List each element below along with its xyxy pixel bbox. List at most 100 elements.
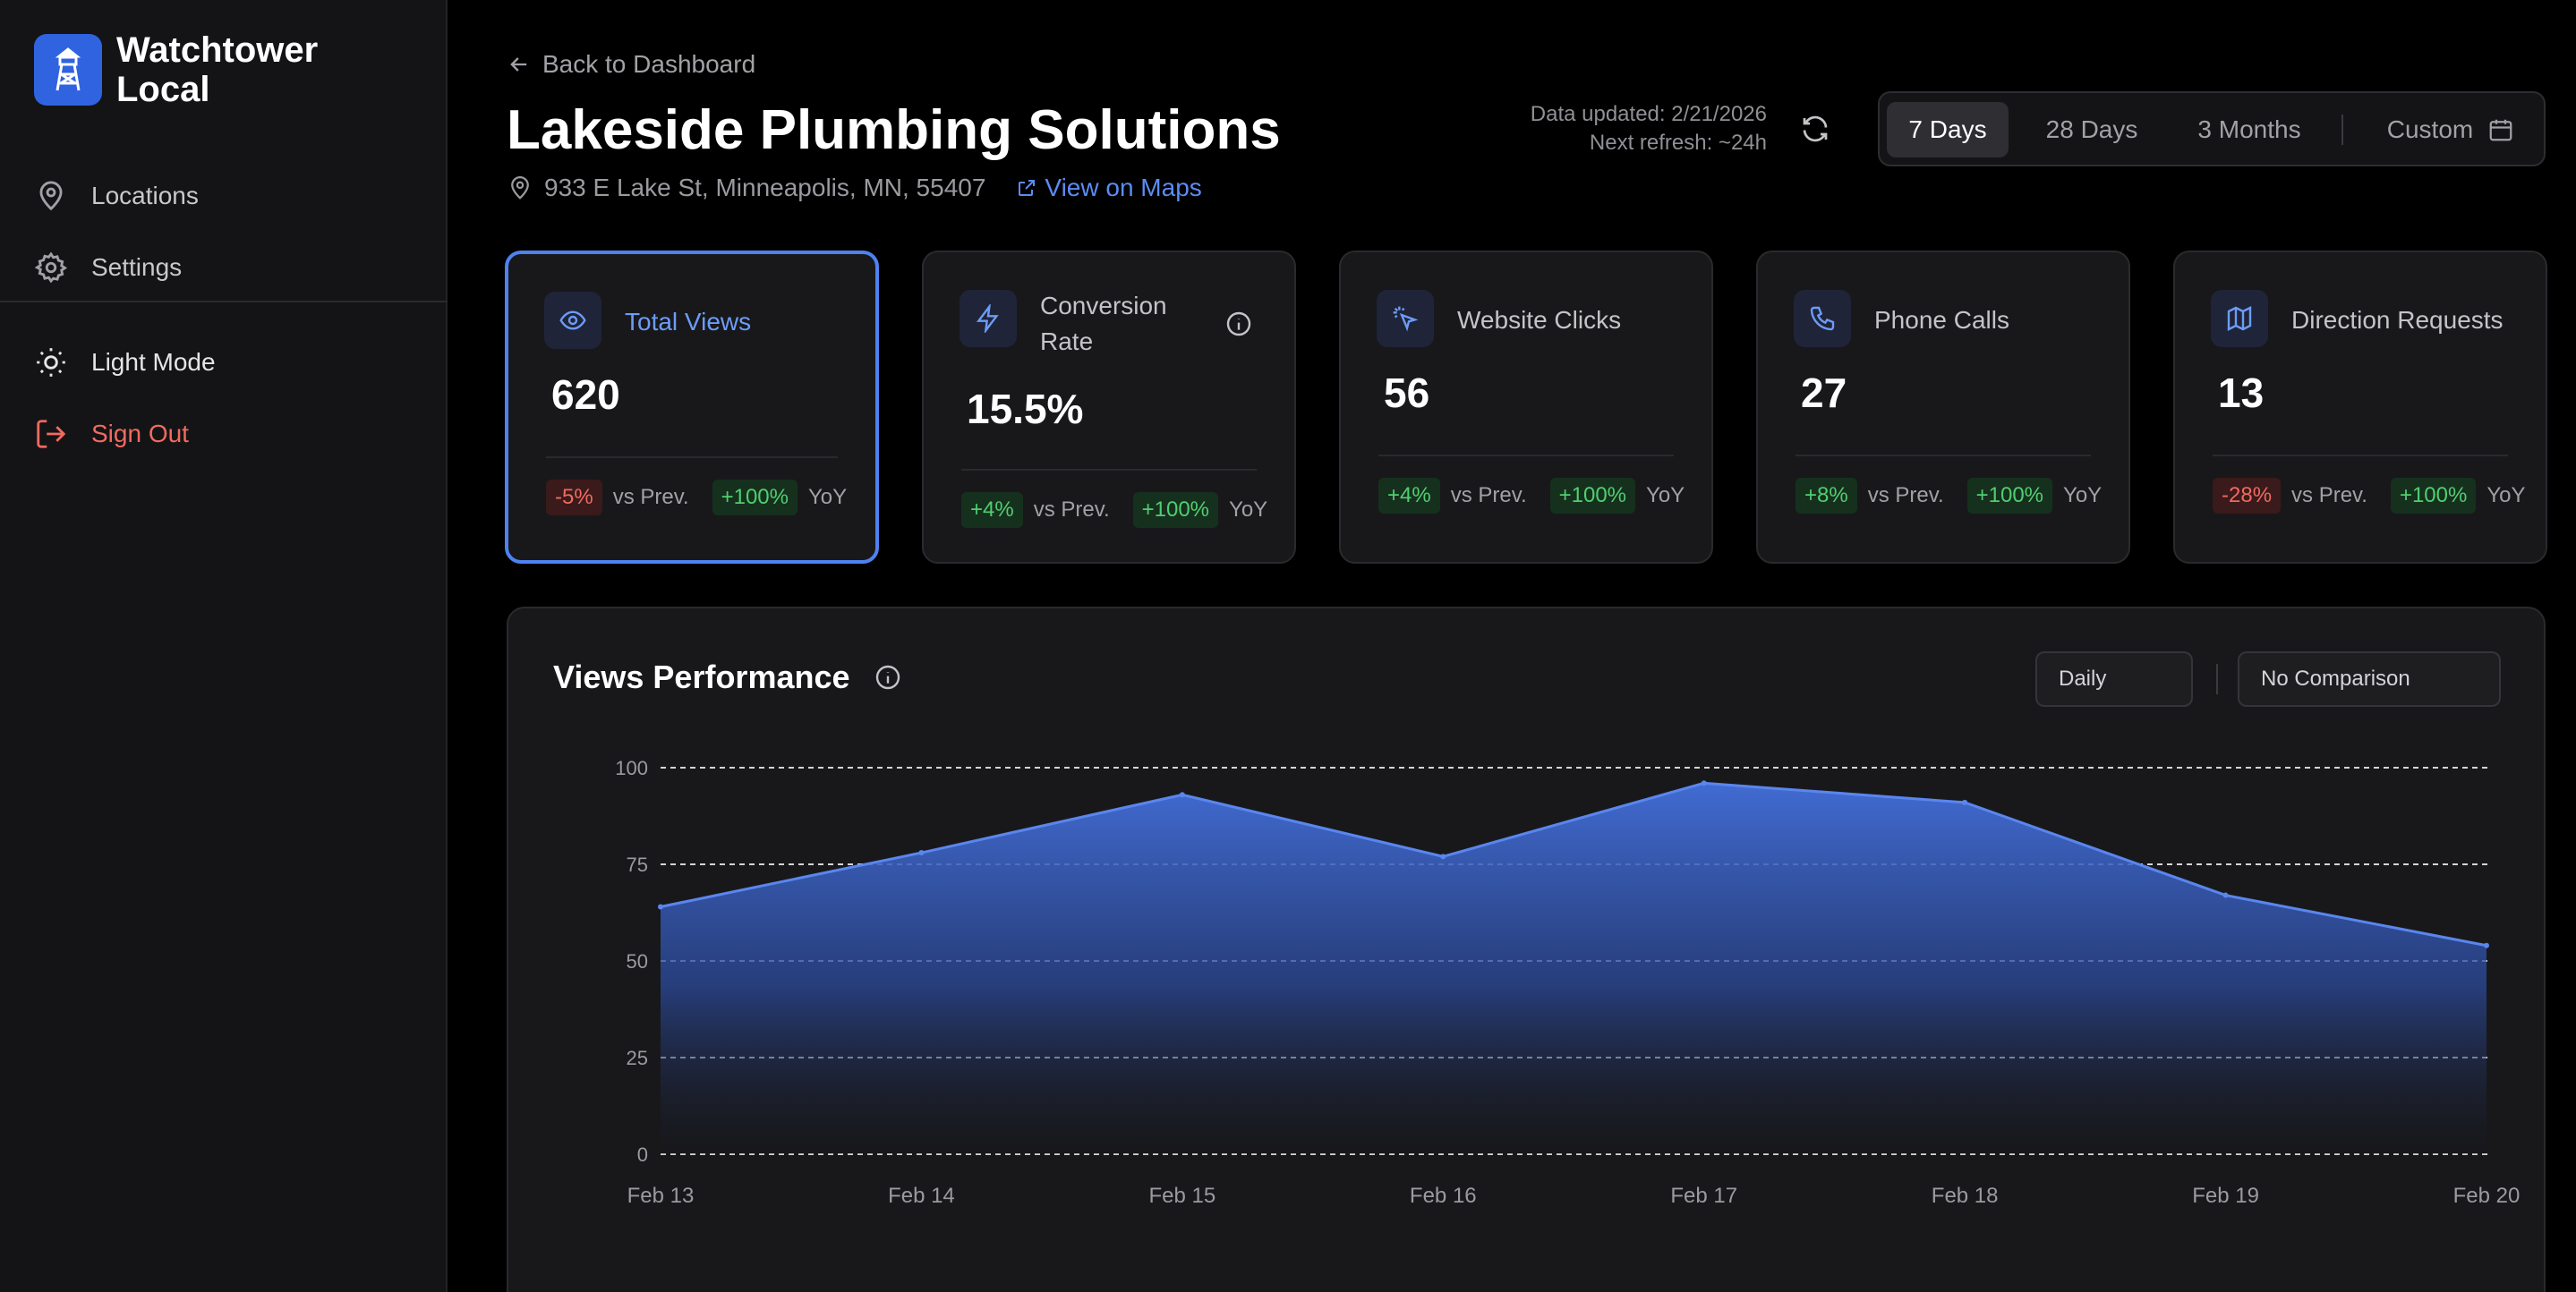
address-text: 933 E Lake St, Minneapolis, MN, 55407 [544, 174, 986, 201]
yoy-label: YoY [2063, 483, 2103, 507]
kpi-label: Total Views [625, 308, 752, 336]
eye-icon [544, 292, 601, 349]
kpi-footer: +4% vs Prev. +100% YoY [961, 492, 1267, 528]
info-icon[interactable] [874, 663, 902, 692]
area-fill [661, 783, 2486, 1154]
card-divider [961, 469, 1257, 471]
sidebar-item-label: Settings [91, 253, 183, 281]
data-updated-info: Data updated: 2/21/2026 Next refresh: ~2… [1450, 100, 1767, 157]
brand-name: Watchtower Local [116, 30, 319, 109]
refresh-button[interactable] [1794, 107, 1837, 150]
data-point[interactable] [918, 850, 925, 856]
date-range-selector: 7 Days 28 Days 3 Months Custom [1878, 91, 2546, 166]
data-point[interactable] [2222, 892, 2229, 898]
panel-title: Views Performance [553, 659, 902, 696]
card-divider [2213, 455, 2508, 456]
prev-label: vs Prev. [2291, 483, 2367, 507]
data-point[interactable] [2484, 942, 2489, 948]
yoy-label: YoY [808, 485, 848, 509]
sun-icon [37, 348, 65, 377]
kpi-label: Website Clicks [1457, 306, 1622, 334]
view-on-maps-link[interactable]: View on Maps [1016, 174, 1202, 202]
external-link-icon [1019, 180, 1036, 196]
sign-out-icon [37, 420, 66, 448]
select-divider [2216, 664, 2218, 694]
sidebar-item-locations[interactable]: Locations [34, 174, 199, 218]
data-point[interactable] [1440, 854, 1446, 860]
sign-out-button[interactable]: Sign Out [34, 412, 189, 456]
series-line [660, 781, 2487, 948]
data-updated-text: Data updated: 2/21/2026 [1530, 102, 1767, 126]
kpi-footer: +4% vs Prev. +100% YoY [1378, 478, 1685, 514]
prev-label: vs Prev. [1867, 483, 1944, 507]
data-point[interactable] [658, 904, 663, 910]
x-tick-label: Feb 15 [1148, 1184, 1215, 1208]
kpi-footer: -28% vs Prev. +100% YoY [2213, 478, 2526, 514]
y-tick-label: 25 [627, 1047, 648, 1069]
range-28-days[interactable]: 28 Days [2045, 115, 2138, 143]
bolt-icon [960, 290, 1017, 347]
prev-label: vs Prev. [1450, 483, 1527, 507]
x-tick-label: Feb 13 [627, 1184, 695, 1208]
yoy-label: YoY [2486, 483, 2526, 507]
light-mode-toggle[interactable]: Light Mode [34, 340, 216, 385]
card-divider [546, 456, 838, 458]
sidebar-divider [0, 301, 448, 302]
data-point[interactable] [1962, 799, 1968, 805]
x-tick-label: Feb 16 [1410, 1184, 1477, 1208]
phone-icon [1794, 290, 1851, 347]
kpi-footer: +8% vs Prev. +100% YoY [1796, 478, 2102, 514]
views-area-chart: 0 25 50 75 100 Feb 13 Feb 14 Feb 15 Feb 16 Feb 1… [615, 757, 2520, 1208]
watchtower-logo-icon [34, 34, 102, 106]
cursor-click-icon [1377, 290, 1434, 347]
kpi-value: 27 [1801, 370, 1847, 416]
kpi-footer: -5% vs Prev. +100% YoY [546, 480, 847, 515]
y-tick-label: 75 [627, 854, 648, 876]
next-refresh-text: Next refresh: ~24h [1589, 131, 1767, 155]
y-tick-label: 0 [637, 1143, 648, 1166]
page-title: Lakeside Plumbing Solutions [507, 99, 1281, 161]
data-point[interactable] [1701, 780, 1707, 786]
yoy-change-badge: +100% [712, 480, 798, 515]
brand[interactable]: Watchtower Local [34, 30, 385, 109]
data-point[interactable] [1179, 792, 1185, 798]
range-divider [2341, 115, 2343, 145]
range-3-months[interactable]: 3 Months [2197, 115, 2301, 143]
kpi-label: Phone Calls [1874, 306, 2009, 334]
range-7-days[interactable]: 7 Days [1887, 102, 2009, 157]
y-tick-label: 50 [627, 950, 648, 973]
x-tick-label: Feb 19 [2192, 1184, 2259, 1208]
refresh-icon [1803, 115, 1828, 142]
kpi-value: 13 [2218, 370, 2265, 416]
map-icon [2211, 290, 2268, 347]
yoy-change-badge: +100% [1132, 492, 1219, 528]
range-custom[interactable]: Custom [2361, 102, 2540, 157]
back-to-dashboard-link[interactable]: Back to Dashboard [507, 50, 755, 79]
sidebar-item-settings[interactable]: Settings [34, 245, 182, 290]
sidebar: Watchtower Local Locations Settings Ligh… [0, 0, 448, 1292]
kpi-card-total-views[interactable]: Total Views 620 -5% vs Prev. +100% YoY [505, 251, 879, 564]
x-tick-label: Feb 18 [1932, 1184, 1999, 1208]
yoy-label: YoY [1646, 483, 1685, 507]
kpi-card-website-clicks[interactable]: Website Clicks 56 +4% vs Prev. +100% YoY [1339, 251, 1713, 564]
yoy-label: YoY [1229, 497, 1268, 522]
kpi-card-conversion-rate[interactable]: Conversion Rate 15.5% +4% vs Prev. +100%… [922, 251, 1296, 564]
prev-change-badge: -28% [2213, 478, 2282, 514]
gear-icon [34, 251, 68, 284]
views-performance-panel: Views Performance Daily No Comparison 0 2… [507, 607, 2546, 1292]
interval-select[interactable]: Daily [2035, 651, 2193, 707]
prev-change-badge: +8% [1796, 478, 1857, 514]
map-pin-icon [511, 176, 529, 200]
card-divider [1796, 455, 2091, 456]
map-pin-icon [39, 181, 63, 211]
sidebar-item-label: Light Mode [91, 348, 216, 376]
kpi-card-phone-calls[interactable]: Phone Calls 27 +8% vs Prev. +100% YoY [1756, 251, 2130, 564]
kpi-value: 620 [551, 371, 620, 418]
comparison-select[interactable]: No Comparison [2238, 651, 2501, 707]
yoy-change-badge: +100% [1549, 478, 1636, 514]
yoy-change-badge: +100% [1966, 478, 2053, 514]
kpi-card-direction-requests[interactable]: Direction Requests 13 -28% vs Prev. +100… [2173, 251, 2547, 564]
sidebar-item-label: Locations [91, 182, 199, 209]
prev-label: vs Prev. [612, 485, 689, 509]
info-icon[interactable] [1224, 310, 1253, 338]
